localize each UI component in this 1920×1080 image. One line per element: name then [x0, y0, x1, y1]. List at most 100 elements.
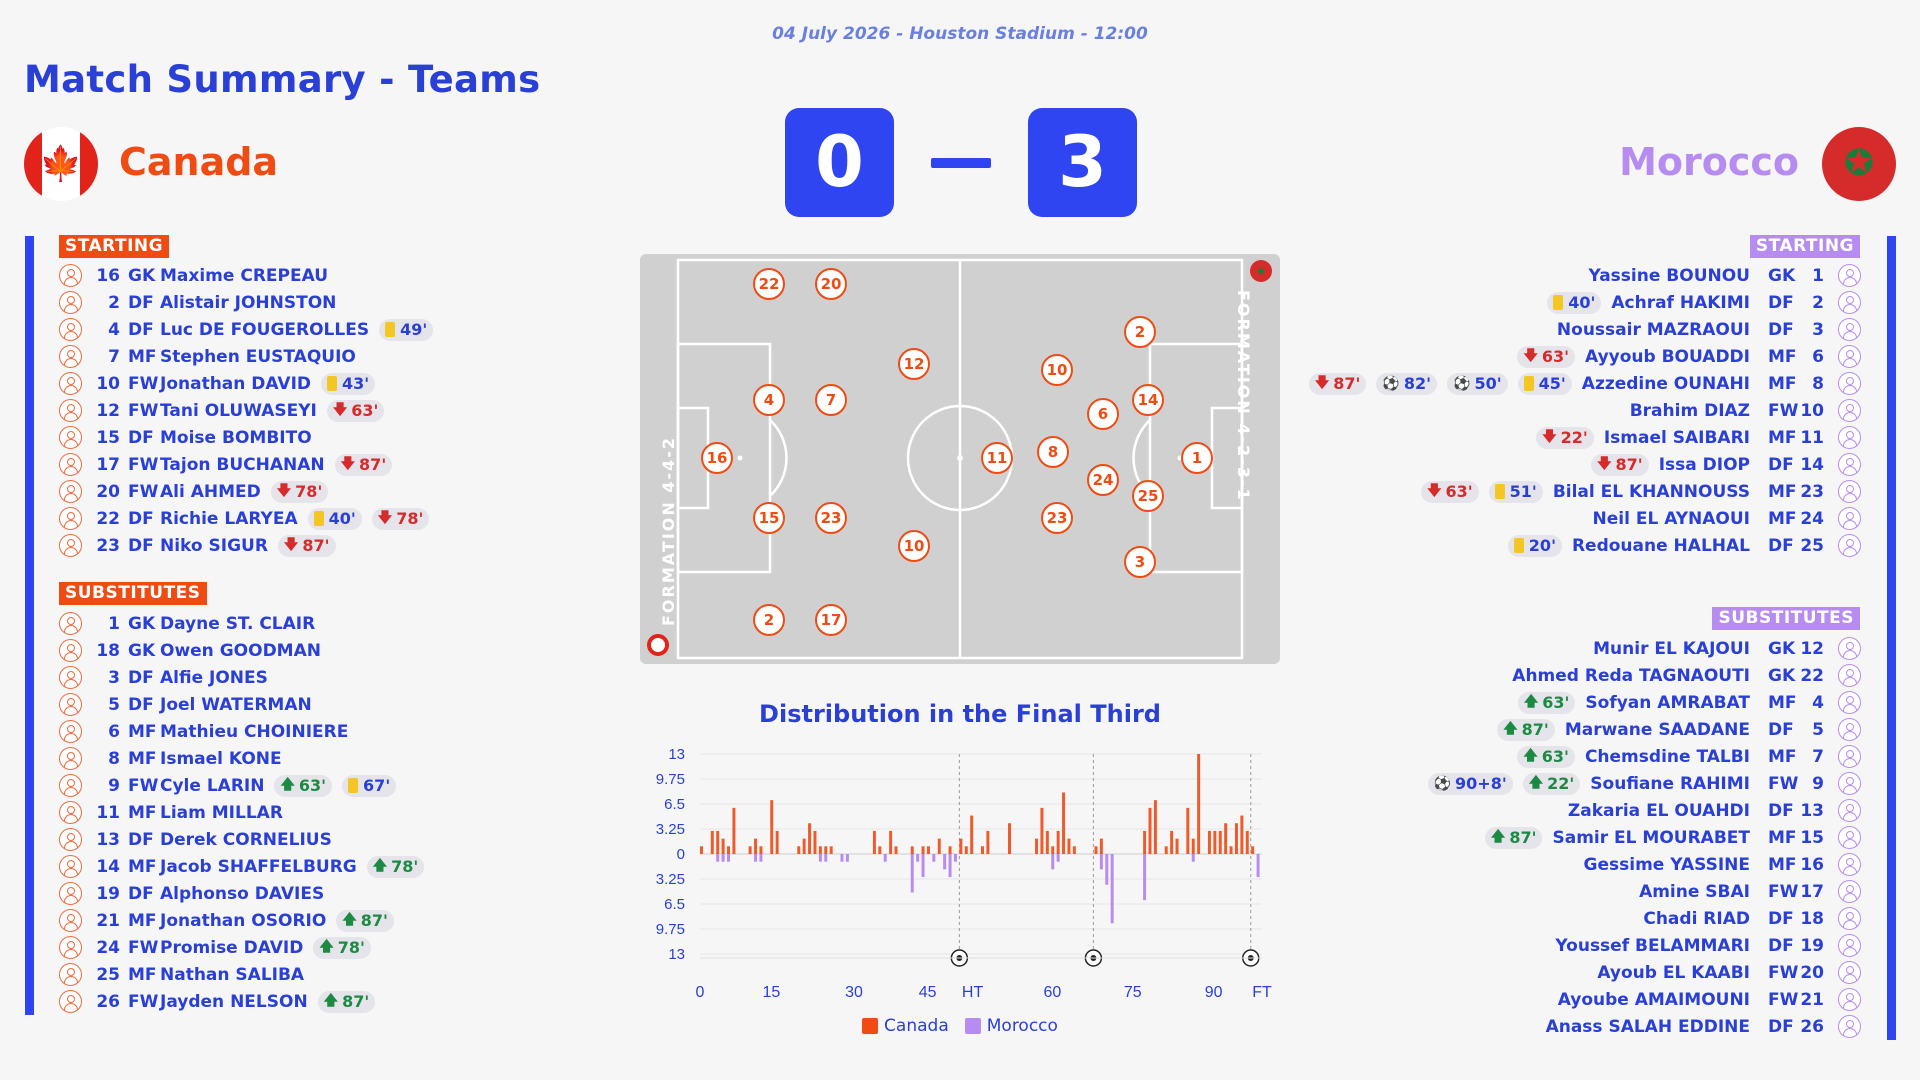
player-name: Cyle LARIN [160, 775, 265, 796]
player-row[interactable]: 15 DF Moise BOMBITO [59, 424, 433, 451]
event-badge: 🡇 63' [1517, 345, 1576, 368]
player-row[interactable]: 🡇 87' ⚽ 82' ⚽ 50' 45' Azzedine OUNAHI MF 8 [1308, 370, 1861, 397]
player-row[interactable]: 12 FW Tani OLUWASEYI 🡇 63' [59, 397, 433, 424]
player-row[interactable]: 🡇 63' 51' Bilal EL KHANNOUSS MF 23 [1309, 478, 1861, 505]
player-row[interactable]: Amine SBAI FW 17 [1428, 878, 1861, 905]
player-number: 8 [1812, 373, 1824, 394]
pitch-player-10: 10 [1041, 354, 1073, 386]
player-avatar-icon [59, 318, 82, 341]
bar-canada [1072, 846, 1076, 854]
player-row[interactable]: Noussair MAZRAOUI DF 3 [1309, 316, 1861, 343]
player-row[interactable]: Ayoub EL KAABI FW 20 [1428, 959, 1861, 986]
player-number: 7 [108, 346, 120, 367]
bar-morocco [1056, 854, 1060, 862]
player-position: DF [1768, 719, 1794, 740]
bar-canada [813, 830, 817, 854]
player-row[interactable]: Brahim DIAZ FW 10 [1309, 397, 1861, 424]
player-row[interactable]: 8 MF Ismael KONE [59, 745, 424, 772]
player-row[interactable]: 🡅 87' Samir EL MOURABET MF 15 [1428, 824, 1861, 851]
player-avatar-icon [59, 264, 82, 287]
player-row[interactable]: 7 MF Stephen EUSTAQUIO [59, 343, 433, 370]
player-name: Jonathan OSORIO [160, 910, 327, 931]
pitch-player-25: 25 [1132, 480, 1164, 512]
away-team-name: Morocco [1619, 140, 1799, 184]
player-avatar-icon [1838, 988, 1861, 1011]
player-position: DF [1768, 292, 1794, 313]
player-row[interactable]: 14 MF Jacob SHAFFELBURG 🡅 78' [59, 853, 425, 880]
player-avatar-icon [1838, 426, 1861, 449]
player-row[interactable]: 21 MF Jonathan OSORIO 🡅 87' [59, 907, 424, 934]
player-row[interactable]: 40' Achraf HAKIMI DF 2 [1309, 289, 1861, 316]
player-row[interactable]: 16 GK Maxime CREPEAU [59, 262, 433, 289]
player-row[interactable]: Ayoube AMAIMOUNI FW 21 [1428, 986, 1861, 1013]
player-row[interactable]: 🡅 63' Sofyan AMRABAT MF 4 [1428, 689, 1861, 716]
player-position: DF [128, 535, 154, 556]
player-row[interactable]: 11 MF Liam MILLAR [59, 799, 424, 826]
player-row[interactable]: 25 MF Nathan SALIBA [59, 961, 424, 988]
player-row[interactable]: ⚽ 90+8' 🡅 22' Soufiane RAHIMI FW 9 [1427, 770, 1861, 797]
player-number: 14 [1800, 454, 1824, 475]
event-badge: 🡅 78' [366, 855, 425, 878]
player-number: 16 [96, 265, 120, 286]
event-badge: 🡅 22' [1522, 772, 1581, 795]
player-row[interactable]: Ahmed Reda TAGNAOUTI GK 22 [1428, 662, 1861, 689]
player-position: DF [1768, 454, 1794, 475]
player-avatar-icon [1838, 799, 1861, 822]
yellow-card-icon [1553, 295, 1564, 310]
player-name: Niko SIGUR [160, 535, 268, 556]
player-row[interactable]: Anass SALAH EDDINE DF 26 [1428, 1013, 1861, 1040]
player-row[interactable]: 20 FW Ali AHMED 🡇 78' [59, 478, 433, 505]
player-number: 23 [1800, 481, 1824, 502]
player-row[interactable]: 19 DF Alphonso DAVIES [59, 880, 424, 907]
player-row[interactable]: 6 MF Mathieu CHOINIERE [59, 718, 424, 745]
player-row[interactable]: 13 DF Derek CORNELIUS [59, 826, 424, 853]
player-row[interactable]: 26 FW Jayden NELSON 🡅 87' [59, 988, 424, 1015]
player-row[interactable]: Gessime YASSINE MF 16 [1428, 851, 1861, 878]
player-row[interactable]: 24 FW Promise DAVID 🡅 78' [59, 934, 424, 961]
bar-morocco [1143, 854, 1147, 901]
player-position: DF [1768, 908, 1794, 929]
bar-canada [824, 846, 828, 854]
player-row[interactable]: Munir EL KAJOUI GK 12 [1428, 635, 1861, 662]
player-row[interactable]: Youssef BELAMMARI DF 19 [1428, 932, 1861, 959]
player-position: DF [1768, 800, 1794, 821]
arrow-down-icon: 🡇 [1427, 482, 1442, 499]
arrow-up-icon: 🡅 [372, 857, 388, 874]
player-row[interactable]: Neil EL AYNAOUI MF 24 [1309, 505, 1861, 532]
player-position: GK [1768, 265, 1796, 286]
player-row[interactable]: 4 DF Luc DE FOUGEROLLES 49' [59, 316, 434, 343]
player-position: MF [1768, 746, 1797, 767]
player-row[interactable]: 5 DF Joel WATERMAN [59, 691, 424, 718]
player-row[interactable]: 1 GK Dayne ST. CLAIR [59, 610, 424, 637]
arrow-down-icon: 🡇 [1542, 428, 1557, 445]
player-row[interactable]: 9 FW Cyle LARIN 🡅 63' 67' [59, 772, 424, 799]
event-minute: 78' [391, 857, 419, 876]
player-number: 25 [1800, 535, 1824, 556]
player-row[interactable]: Yassine BOUNOU GK 1 [1309, 262, 1861, 289]
player-row[interactable]: 20' Redouane HALHAL DF 25 [1309, 532, 1861, 559]
arrow-down-icon: 🡇 [1314, 374, 1330, 391]
player-row[interactable]: 2 DF Alistair JOHNSTON [59, 289, 433, 316]
player-avatar-icon [1838, 264, 1861, 287]
player-row[interactable]: 🡇 63' Ayyoub BOUADDI MF 6 [1309, 343, 1861, 370]
bar-canada [1045, 830, 1049, 854]
player-row[interactable]: 18 GK Owen GOODMAN [59, 637, 424, 664]
player-row[interactable]: 17 FW Tajon BUCHANAN 🡇 87' [59, 451, 433, 478]
player-row[interactable]: 🡅 87' Marwane SAADANE DF 5 [1428, 716, 1861, 743]
player-row[interactable]: 🡇 22' Ismael SAIBARI MF 11 [1309, 424, 1861, 451]
player-row[interactable]: 3 DF Alfie JONES [59, 664, 424, 691]
player-row[interactable]: 🡇 87' Issa DIOP DF 14 [1309, 451, 1861, 478]
event-minute: 87' [1333, 374, 1361, 393]
bar-canada [937, 838, 941, 854]
bar-canada [926, 846, 930, 854]
player-row[interactable]: 🡅 63' Chemsdine TALBI MF 7 [1428, 743, 1861, 770]
player-row[interactable]: 22 DF Richie LARYEA 40' 🡇 78' [59, 505, 433, 532]
player-row[interactable]: Chadi RIAD DF 18 [1428, 905, 1861, 932]
player-position: FW [128, 373, 159, 394]
bar-canada [1153, 800, 1157, 854]
player-row[interactable]: 23 DF Niko SIGUR 🡇 87' [59, 532, 433, 559]
x-tick-label: 0 [696, 984, 705, 1001]
away-starting-label: STARTING [1749, 235, 1860, 258]
player-row[interactable]: 10 FW Jonathan DAVID 43' [59, 370, 433, 397]
player-row[interactable]: Zakaria EL OUAHDI DF 13 [1428, 797, 1861, 824]
